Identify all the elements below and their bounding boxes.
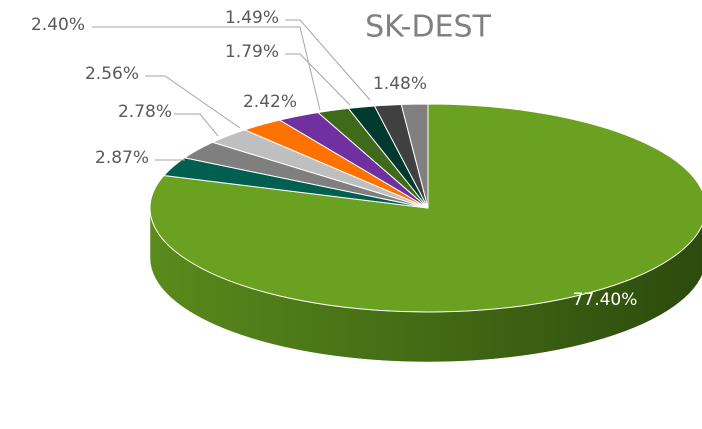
data-label: 1.79%	[225, 42, 279, 62]
leader-line	[145, 75, 241, 129]
data-label: 2.78%	[118, 102, 172, 122]
data-label: 1.48%	[373, 74, 427, 94]
data-label: 77.40%	[573, 290, 638, 310]
leader-line	[92, 26, 321, 111]
data-label: 2.42%	[243, 92, 297, 112]
leader-line	[174, 113, 219, 137]
pie-slice	[400, 103, 429, 209]
leader-line	[285, 19, 371, 101]
data-label: 2.56%	[85, 64, 139, 84]
data-label: 2.40%	[31, 15, 85, 35]
data-label: 1.49%	[225, 8, 279, 28]
data-label: 2.87%	[95, 148, 149, 168]
chart-title: SK-DEST	[365, 10, 491, 45]
leader-line	[285, 53, 351, 106]
